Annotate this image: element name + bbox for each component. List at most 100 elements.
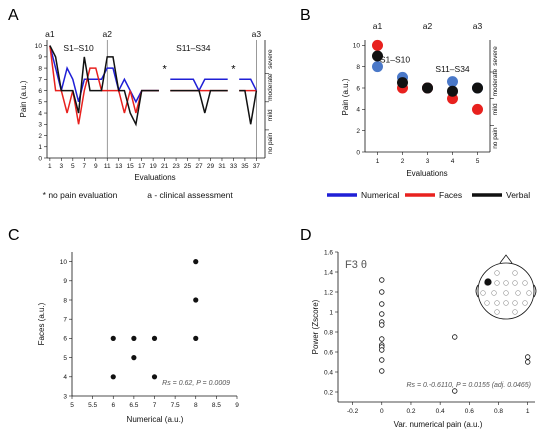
a-severity-label: no pain — [267, 132, 274, 154]
eeg-electrode — [503, 300, 509, 306]
legend-label-faces: Faces — [439, 190, 462, 200]
a-x-tick-label: 37 — [253, 163, 261, 170]
eeg-electrode — [515, 290, 521, 296]
b-x-tick-label: 2 — [401, 158, 405, 165]
a-y-tick-label: 6 — [38, 88, 42, 95]
d-inset-title: F3 θ — [345, 259, 367, 271]
b-y-tick-label: 2 — [356, 128, 360, 135]
d-y-tick-label: 1.2 — [324, 289, 333, 296]
a-x-tick-label: 31 — [218, 163, 226, 170]
c-y-tick-label: 9 — [63, 278, 67, 285]
b-point-faces — [372, 39, 383, 51]
c-point — [151, 374, 158, 380]
d-point — [379, 357, 385, 363]
b-y-tick-label: 10 — [353, 43, 361, 50]
panel-d-scatter-chart: Power (Zscore) Var. numerical pain (a.u.… — [311, 249, 537, 429]
c-point — [131, 355, 137, 361]
d-point — [452, 334, 458, 340]
b-point-numerical — [447, 76, 458, 88]
d-point — [379, 368, 385, 374]
a-severity-label: moderate — [267, 73, 274, 101]
a-y-label: Pain (a.u.) — [19, 80, 28, 117]
c-y-tick-label: 4 — [63, 374, 67, 381]
c-point — [131, 335, 137, 341]
c-y-tick-label: 6 — [63, 336, 67, 343]
d-stat-annotation: Rs = 0.-0.6110, P = 0.0155 (adj. 0.0465) — [406, 382, 531, 389]
a-x-tick-label: 7 — [82, 163, 86, 170]
a-series-line-verbal — [170, 89, 228, 114]
b-severity-label: no pain — [492, 127, 499, 149]
c-y-tick-label: 8 — [63, 297, 67, 304]
d-y-tick-label: 0.4 — [324, 369, 333, 376]
legend-label-verbal: Verbal — [506, 190, 530, 200]
b-assessment-label: a2 — [423, 21, 433, 31]
a-x-tick-label: 27 — [195, 163, 203, 170]
b-point-verbal — [422, 82, 433, 94]
d-point — [379, 347, 385, 353]
a-series-line-verbal — [239, 89, 258, 125]
c-y-tick-label: 5 — [63, 355, 67, 362]
a-x-tick-label: 3 — [60, 163, 64, 170]
eeg-electrode — [503, 290, 509, 296]
a-x-tick-label: 11 — [104, 163, 111, 170]
a-segment-label: S1–S10 — [63, 43, 94, 53]
b-point-verbal — [372, 50, 383, 62]
a-series-line-faces — [49, 45, 159, 125]
b-x-tick-label: 5 — [476, 158, 480, 165]
a-y-tick-label: 1 — [38, 144, 42, 151]
d-y-tick-label: 0.6 — [324, 349, 333, 356]
a-x-tick-label: 33 — [230, 163, 238, 170]
c-point — [193, 259, 199, 265]
a-segment-label: S11–S34 — [176, 43, 211, 53]
b-assessment-label: a3 — [473, 21, 483, 31]
legend: Numerical Faces Verbal — [327, 190, 530, 200]
c-x-tick-label: 9 — [235, 402, 239, 409]
d-x-tick-label: 0.6 — [465, 408, 474, 415]
c-y-tick-label: 7 — [63, 317, 67, 324]
a-y-tick-label: 8 — [38, 65, 42, 72]
a-x-tick-label: 13 — [115, 163, 123, 170]
b-segment-label: S1–S10 — [380, 54, 411, 64]
d-point — [525, 354, 531, 360]
a-y-tick-label: 4 — [38, 110, 42, 117]
d-point — [452, 388, 458, 394]
a-series-line-numerical — [239, 78, 258, 91]
a-severity-label: severe — [267, 49, 274, 69]
a-x-tick-label: 1 — [48, 163, 52, 170]
c-y-tick-label: 3 — [63, 393, 67, 400]
b-severity-label: moderate — [492, 69, 499, 97]
c-x-label: Numerical (a.u.) — [127, 415, 184, 424]
b-y-tick-label: 6 — [356, 85, 360, 92]
eeg-electrode — [494, 280, 500, 286]
d-y-tick-label: 1.6 — [324, 249, 333, 256]
c-point — [193, 335, 199, 341]
d-y-tick-label: 0.8 — [324, 329, 333, 336]
a-no-eval-asterisk: * — [231, 64, 236, 76]
eeg-electrode — [512, 270, 518, 276]
eeg-electrode — [480, 290, 486, 296]
eeg-electrode-f3-highlight — [484, 278, 492, 286]
c-x-tick-label: 6.5 — [129, 402, 138, 409]
legend-label-numerical: Numerical — [361, 190, 399, 200]
b-x-label: Evaluations — [406, 169, 447, 178]
a-y-tick-label: 7 — [38, 77, 42, 84]
c-x-tick-label: 6 — [111, 402, 115, 409]
d-x-tick-label: 0.2 — [406, 408, 415, 415]
c-x-tick-label: 8 — [194, 402, 198, 409]
d-x-tick-label: 0.8 — [494, 408, 503, 415]
a-x-tick-label: 21 — [161, 163, 169, 170]
d-point — [379, 289, 385, 295]
a-no-eval-asterisk: * — [162, 64, 167, 76]
eeg-electrode — [512, 280, 518, 286]
a-series-line-numerical — [170, 78, 228, 93]
a-assessment-label: a2 — [103, 29, 113, 39]
a-footnote-no-eval: * no pain evaluation — [43, 190, 118, 200]
b-x-tick-label: 3 — [426, 158, 430, 165]
b-severity-label: mild — [492, 103, 499, 115]
b-y-label: Pain (a.u.) — [341, 78, 350, 115]
panel-c-scatter-chart: Faces (a.u.) Numerical (a.u.) 345678910 … — [37, 252, 239, 424]
b-x-tick-label: 4 — [451, 158, 455, 165]
panel-letter-d: D — [300, 227, 312, 244]
d-x-tick-label: 0.4 — [436, 408, 445, 415]
